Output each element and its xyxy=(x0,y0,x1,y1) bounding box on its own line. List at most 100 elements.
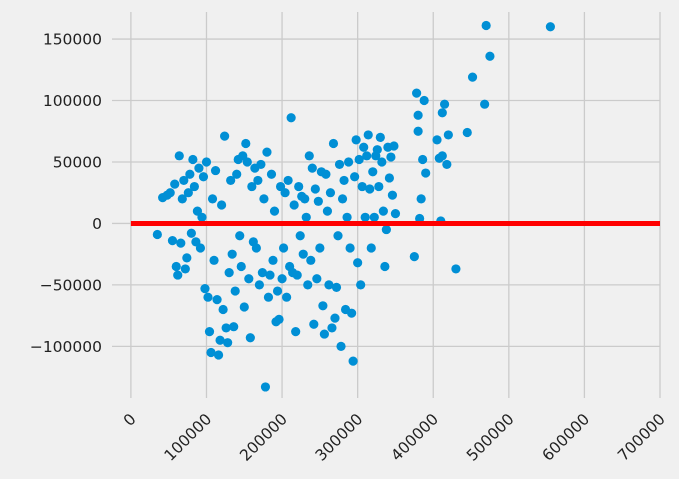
data-point xyxy=(485,51,495,61)
data-point xyxy=(209,255,219,265)
data-point xyxy=(217,200,227,210)
data-point xyxy=(188,154,198,165)
data-point xyxy=(195,243,206,253)
data-point xyxy=(171,261,181,272)
data-point xyxy=(343,157,354,167)
data-point xyxy=(278,243,289,253)
data-point xyxy=(277,274,287,284)
data-point xyxy=(212,295,222,305)
data-point xyxy=(226,175,236,186)
data-point xyxy=(365,184,375,194)
y-tick-label: −50000 xyxy=(40,276,102,294)
data-point xyxy=(437,151,447,161)
data-point xyxy=(375,132,385,142)
data-point xyxy=(315,243,325,253)
data-point xyxy=(328,138,339,149)
data-point xyxy=(282,292,292,302)
data-point xyxy=(173,270,183,280)
data-point xyxy=(347,308,357,318)
data-point xyxy=(224,268,234,278)
y-tick-labels: 150000 100000 50000 0 −50000 −100000 xyxy=(30,31,102,356)
data-point xyxy=(390,209,401,219)
data-point xyxy=(198,172,209,182)
data-point xyxy=(207,194,218,204)
data-point xyxy=(334,159,345,170)
data-point xyxy=(256,159,266,170)
data-point xyxy=(272,286,283,296)
data-point xyxy=(203,292,213,302)
data-point xyxy=(354,154,364,165)
data-point xyxy=(213,350,224,360)
data-point xyxy=(210,165,221,176)
data-point xyxy=(260,382,271,392)
data-point xyxy=(180,264,190,274)
y-tick-label: 0 xyxy=(92,215,102,233)
data-point xyxy=(289,200,299,210)
data-point xyxy=(167,236,178,246)
data-point xyxy=(176,238,186,248)
data-point xyxy=(274,314,284,324)
data-point xyxy=(227,249,237,259)
data-point xyxy=(451,264,461,274)
data-point xyxy=(253,175,263,186)
data-point xyxy=(312,274,322,284)
data-point xyxy=(416,194,426,204)
data-point xyxy=(303,280,313,290)
data-point xyxy=(415,213,425,224)
data-point xyxy=(330,313,340,323)
data-point xyxy=(266,169,277,179)
data-point xyxy=(480,99,490,109)
data-point xyxy=(369,212,379,222)
data-point xyxy=(333,231,343,241)
data-point xyxy=(443,130,453,140)
data-point xyxy=(179,175,189,186)
data-point xyxy=(244,274,254,284)
data-point xyxy=(356,280,366,290)
data-point xyxy=(300,194,310,204)
data-point xyxy=(232,169,242,179)
data-point xyxy=(387,190,398,200)
data-point xyxy=(327,323,337,333)
data-point xyxy=(269,206,280,216)
data-point xyxy=(292,270,302,280)
data-point xyxy=(481,20,491,31)
data-point xyxy=(386,152,396,162)
data-point xyxy=(268,255,278,265)
data-point xyxy=(372,145,382,155)
data-point xyxy=(421,168,431,178)
data-point xyxy=(306,255,316,265)
data-point xyxy=(368,167,378,177)
data-point xyxy=(152,229,162,240)
data-point xyxy=(283,175,293,186)
data-point xyxy=(319,329,329,339)
data-point xyxy=(362,151,372,161)
data-point xyxy=(353,258,363,268)
data-point xyxy=(439,99,450,109)
data-point xyxy=(251,243,261,253)
data-point xyxy=(262,147,272,157)
data-point xyxy=(235,231,245,241)
data-point xyxy=(177,194,187,204)
data-point xyxy=(545,22,556,32)
data-point xyxy=(322,206,333,216)
data-point xyxy=(336,341,346,351)
y-tick-label: 100000 xyxy=(43,92,102,110)
data-point xyxy=(183,188,193,198)
data-point xyxy=(215,335,225,345)
data-point xyxy=(223,338,233,348)
data-point xyxy=(357,181,367,192)
data-point xyxy=(442,159,452,170)
data-point xyxy=(298,249,308,259)
data-point xyxy=(236,261,246,272)
data-point xyxy=(310,184,320,194)
scatter-points xyxy=(152,20,556,392)
data-point xyxy=(174,151,184,161)
data-point xyxy=(309,319,319,329)
data-point xyxy=(313,196,323,206)
data-point xyxy=(409,252,419,262)
data-point xyxy=(342,212,352,222)
data-point xyxy=(170,179,180,189)
data-point xyxy=(384,173,395,183)
data-point xyxy=(291,327,301,337)
